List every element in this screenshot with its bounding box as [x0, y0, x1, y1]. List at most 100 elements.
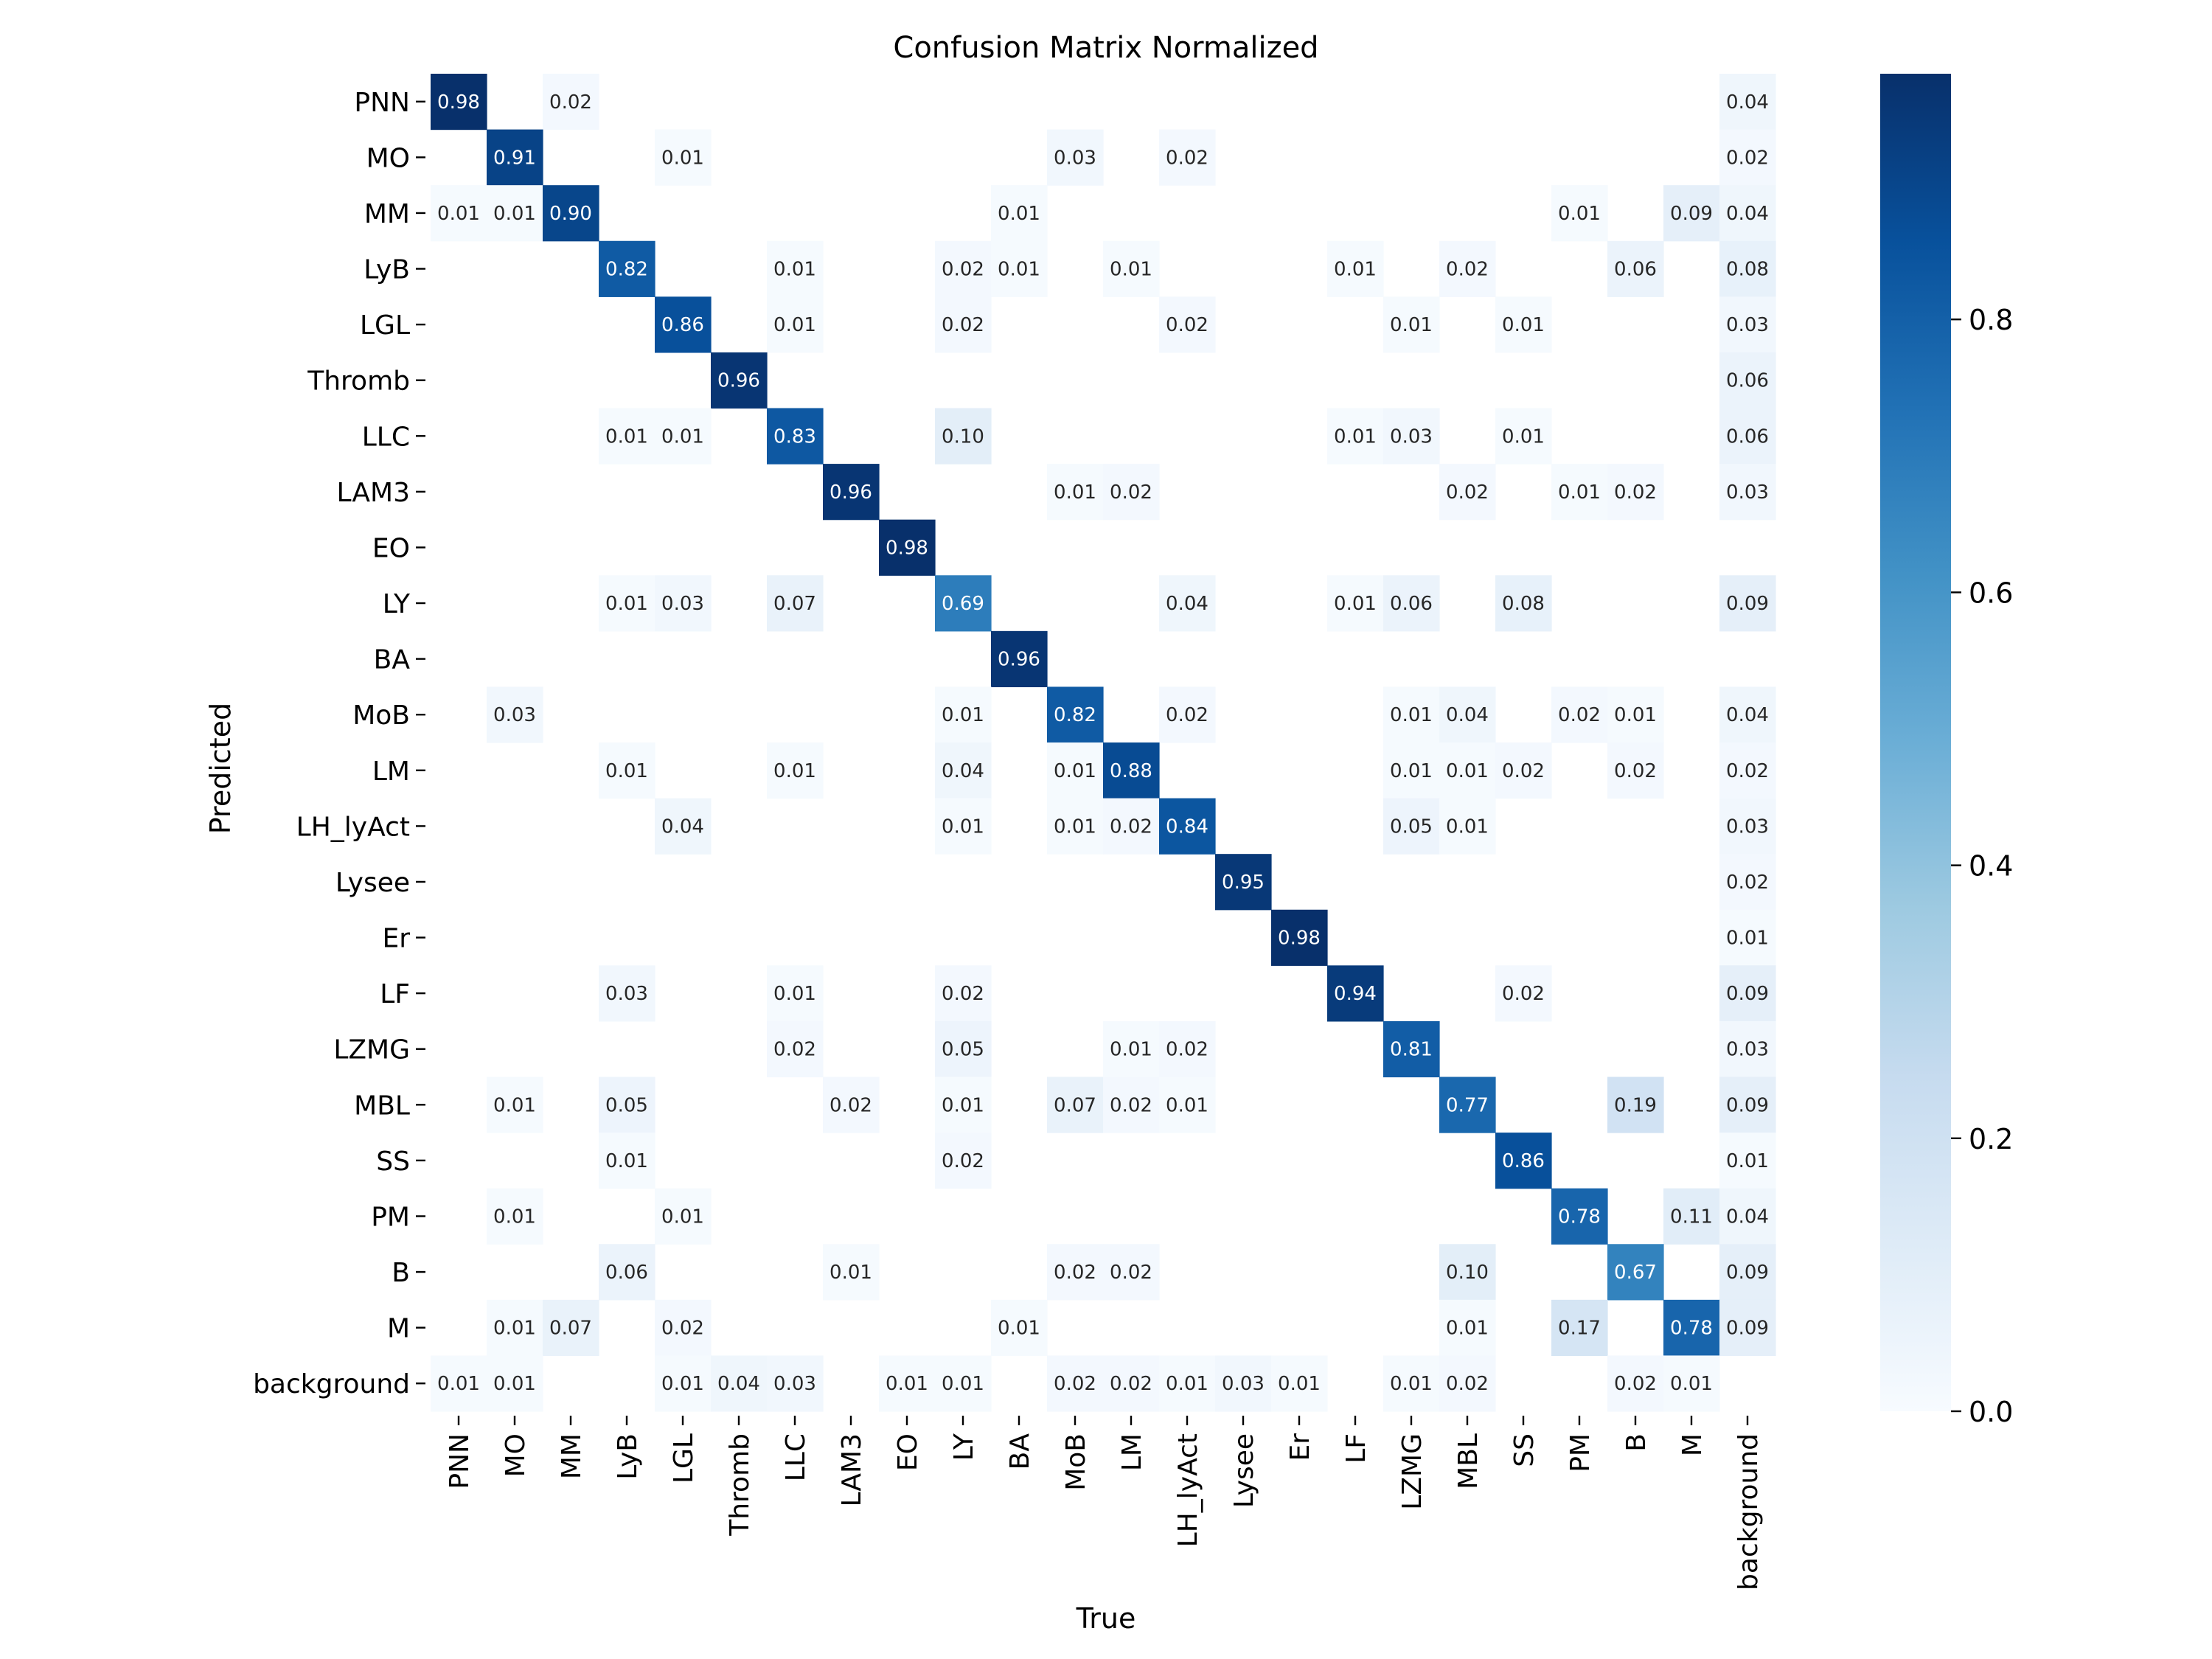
- cell-value-label: 0.02: [1726, 147, 1769, 169]
- y-tick-labels: PNN MO MM LyB LGL Thromb LLC LAM3 EO LY BA MoB LM LH_…: [253, 88, 425, 1399]
- cell-value-label: 0.09: [1726, 983, 1769, 1005]
- heatmap-cell: [1719, 240, 1776, 297]
- cell-value-label: 0.01: [1334, 593, 1377, 615]
- heatmap-cell: [1439, 1355, 1496, 1412]
- y-tick-label: B: [392, 1258, 410, 1288]
- heatmap-cell: [1663, 1355, 1720, 1412]
- cell-value-label: 0.09: [1726, 1094, 1769, 1116]
- heatmap-cell: [1047, 798, 1104, 855]
- heatmap-cell: [1495, 742, 1552, 799]
- heatmap-cell: [599, 575, 655, 632]
- cell-value-label: 0.01: [1390, 704, 1433, 726]
- heatmap-cell: [1719, 185, 1776, 242]
- cell-value-label: 0.02: [1502, 760, 1545, 782]
- heatmap-cell: [1719, 965, 1776, 1022]
- colorbar-tick-label: 0.6: [1969, 577, 2013, 609]
- cell-value-label: 0.01: [1054, 481, 1096, 504]
- heatmap-cell: [1607, 1244, 1664, 1301]
- cell-value-label: 0.10: [942, 425, 984, 448]
- cell-value-label: 0.96: [998, 649, 1040, 671]
- cell-value-label: 0.01: [773, 983, 816, 1005]
- cell-value-label: 0.02: [661, 1318, 704, 1340]
- cell-value-label: 0.04: [1166, 593, 1208, 615]
- heatmap-cell: [935, 798, 992, 855]
- heatmap-cell: [1719, 1299, 1776, 1357]
- heatmap-cell: [1607, 1355, 1664, 1412]
- cell-value-label: 0.02: [1614, 481, 1657, 504]
- y-tick-label: MBL: [354, 1091, 410, 1121]
- cell-value-label: 0.01: [830, 1262, 872, 1284]
- heatmap-cell: [1719, 74, 1776, 131]
- x-tick-label: LZMG: [1397, 1433, 1427, 1510]
- cell-value-label: 0.04: [1726, 704, 1769, 726]
- heatmap-cell: [935, 1077, 992, 1133]
- heatmap-cell: [1607, 464, 1664, 521]
- heatmap-cell: [487, 1188, 543, 1245]
- heatmap-cell: [599, 408, 655, 465]
- x-tick-label: BA: [1005, 1433, 1035, 1470]
- x-tick-label: LY: [949, 1433, 979, 1461]
- heatmap-cell: [1607, 742, 1664, 799]
- cell-value-label: 0.03: [661, 593, 704, 615]
- cell-value-label: 0.04: [661, 815, 704, 838]
- heatmap-cell: [1103, 240, 1160, 297]
- x-tick-label: LGL: [669, 1433, 699, 1484]
- heatmap-cell: [487, 1077, 543, 1133]
- cell-value-label: 0.82: [1054, 704, 1096, 726]
- y-axis-label: Predicted: [204, 703, 237, 834]
- y-tick-label: MM: [364, 199, 410, 229]
- heatmap-cell: [767, 965, 824, 1022]
- cell-value-label: 0.02: [1502, 983, 1545, 1005]
- y-tick-label: LZMG: [333, 1035, 410, 1065]
- y-tick-label: LH_lyAct: [296, 812, 410, 842]
- heatmap-cell: [935, 296, 992, 353]
- cell-value-label: 0.82: [605, 259, 648, 281]
- colorbar-tick-label: 0.4: [1969, 850, 2013, 883]
- cell-value-label: 0.10: [1446, 1262, 1489, 1284]
- heatmap-cell: [543, 74, 599, 131]
- cell-value-label: 0.01: [1334, 259, 1377, 281]
- heatmap-cell: [655, 129, 712, 186]
- heatmap-cell: [1439, 240, 1496, 297]
- cell-value-label: 0.01: [1502, 425, 1545, 448]
- heatmap-cell: [1719, 854, 1776, 911]
- heatmap-cell: [767, 742, 824, 799]
- x-tick-label: M: [1677, 1433, 1708, 1456]
- cell-value-label: 0.01: [1110, 1039, 1152, 1061]
- heatmap-cell: [1719, 798, 1776, 855]
- y-tick-label: Er: [382, 924, 410, 954]
- cell-value-label: 0.02: [942, 1150, 984, 1172]
- y-tick-label: background: [253, 1369, 410, 1399]
- cell-value-label: 0.01: [493, 203, 536, 225]
- cell-value-label: 0.01: [437, 203, 480, 225]
- cell-value-label: 0.83: [773, 425, 816, 448]
- heatmap-cell: [1159, 1077, 1216, 1133]
- cell-value-label: 0.01: [1670, 1373, 1713, 1395]
- cell-value-label: 0.01: [1390, 314, 1433, 336]
- cell-value-label: 0.02: [1446, 481, 1489, 504]
- cell-value-label: 0.02: [942, 983, 984, 1005]
- heatmap-cell: [1551, 464, 1608, 521]
- heatmap-cell: [1271, 909, 1328, 966]
- x-tick-label: Er: [1285, 1433, 1315, 1461]
- cell-value-label: 0.02: [1110, 1094, 1152, 1116]
- cell-value-label: 0.01: [1446, 1318, 1489, 1340]
- cell-value-label: 0.06: [1614, 259, 1657, 281]
- heatmap-cell: [1383, 686, 1440, 743]
- heatmap-cell: [1383, 1355, 1440, 1412]
- cell-value-label: 0.01: [998, 1318, 1040, 1340]
- heatmap-cell: [935, 965, 992, 1022]
- cell-value-label: 0.02: [1726, 872, 1769, 894]
- cell-value-label: 0.02: [1054, 1373, 1096, 1395]
- heatmap-cell: [1495, 575, 1552, 632]
- heatmap-cell: [1159, 798, 1216, 855]
- heatmap-cell: [1551, 686, 1608, 743]
- cell-value-label: 0.04: [1726, 91, 1769, 114]
- heatmap-cell: [487, 1355, 543, 1412]
- heatmap-cell: [1159, 1020, 1216, 1078]
- y-tick-label: PM: [371, 1202, 410, 1232]
- y-tick-label: LLC: [362, 422, 410, 452]
- cell-value-label: 0.78: [1558, 1206, 1601, 1228]
- x-tick-label: MO: [501, 1433, 531, 1477]
- y-tick-label: EO: [372, 533, 410, 563]
